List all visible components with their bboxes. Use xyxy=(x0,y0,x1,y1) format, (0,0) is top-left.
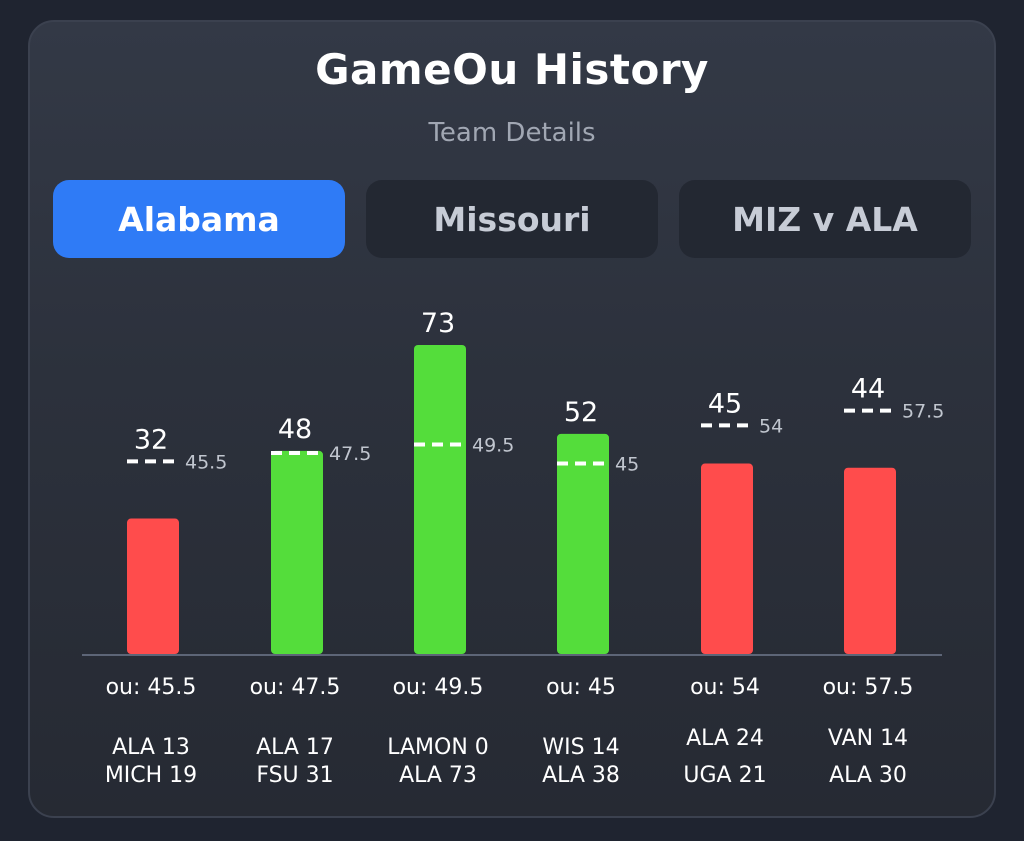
game-score-line2-0: MICH 19 xyxy=(105,763,197,788)
bar-5 xyxy=(844,467,896,654)
ou-category-label-2: ou: 49.5 xyxy=(393,675,484,700)
game-score-line2-4: UGA 21 xyxy=(683,763,766,788)
game-ou-card xyxy=(28,20,996,818)
game-score-line2-1: FSU 31 xyxy=(256,763,333,788)
bar-4 xyxy=(701,463,753,654)
ou-category-label-5: ou: 57.5 xyxy=(823,675,914,700)
value-label-0: 32 xyxy=(134,424,168,455)
ou-line-label-5: 57.5 xyxy=(902,401,944,423)
value-label-1: 48 xyxy=(278,414,312,445)
ou-line-label-1: 47.5 xyxy=(329,443,371,465)
game-score-line1-5: VAN 14 xyxy=(828,726,908,751)
tab-missouri[interactable]: Missouri xyxy=(366,180,658,258)
value-label-2: 73 xyxy=(421,308,455,339)
ou-line-label-4: 54 xyxy=(759,415,783,437)
game-score-line1-0: ALA 13 xyxy=(112,735,190,760)
value-label-5: 44 xyxy=(851,374,885,405)
ou-line-label-0: 45.5 xyxy=(185,451,227,473)
bar-3 xyxy=(557,433,609,654)
ou-line-label-3: 45 xyxy=(615,454,639,476)
game-score-line1-2: LAMON 0 xyxy=(387,735,489,760)
page-title: GameOu History xyxy=(315,45,709,94)
ou-category-label-0: ou: 45.5 xyxy=(106,675,197,700)
value-label-3: 52 xyxy=(564,397,598,428)
ou-category-label-1: ou: 47.5 xyxy=(250,675,341,700)
game-score-line2-5: ALA 30 xyxy=(829,763,907,788)
game-score-line1-3: WIS 14 xyxy=(542,735,619,760)
game-score-line1-1: ALA 17 xyxy=(256,735,334,760)
game-score-line1-4: ALA 24 xyxy=(686,726,764,751)
bar-1 xyxy=(271,450,323,654)
page-subtitle: Team Details xyxy=(428,118,596,148)
tab-alabama[interactable]: Alabama xyxy=(53,180,345,258)
game-score-line2-3: ALA 38 xyxy=(542,763,620,788)
ou-category-label-3: ou: 45 xyxy=(546,675,616,700)
value-label-4: 45 xyxy=(708,388,742,419)
game-score-line2-2: ALA 73 xyxy=(399,763,477,788)
ou-category-label-4: ou: 54 xyxy=(690,675,760,700)
bar-0 xyxy=(127,518,179,654)
bar-2 xyxy=(414,345,466,654)
tab-miz-v-ala[interactable]: MIZ v ALA xyxy=(679,180,971,258)
ou-line-label-2: 49.5 xyxy=(472,434,514,456)
